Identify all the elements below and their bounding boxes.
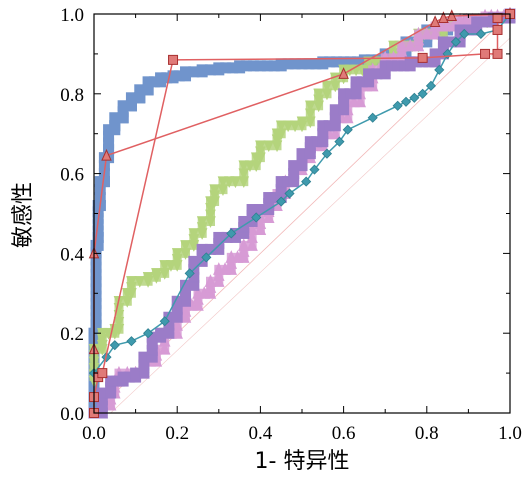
series-1-point xyxy=(134,276,146,288)
series-6-point xyxy=(480,48,491,59)
series-2-point xyxy=(246,230,258,243)
y-tick-label: 0.2 xyxy=(60,324,84,345)
series-4-point xyxy=(126,336,137,347)
series-6-point xyxy=(417,52,428,63)
series-4-point xyxy=(201,252,212,263)
y-tick-label: 1.0 xyxy=(60,5,84,26)
x-tick-label: 1.0 xyxy=(498,423,522,444)
series-5-point xyxy=(446,9,458,21)
series-2-point xyxy=(429,26,441,40)
series-2-point xyxy=(396,38,408,52)
series-4-point xyxy=(184,268,195,279)
series-1-point xyxy=(171,248,183,261)
series-4-point xyxy=(276,196,287,207)
series-6-point xyxy=(492,24,503,35)
series-1-point xyxy=(142,272,154,284)
series-1-point xyxy=(180,240,191,253)
series-2-point xyxy=(246,222,258,235)
series-1-point xyxy=(151,268,162,280)
series-2-point xyxy=(354,94,367,108)
x-tick-label: 0.0 xyxy=(82,423,106,444)
series-5 xyxy=(88,7,516,355)
series-4-point xyxy=(334,136,345,147)
x-tick-label: 0.4 xyxy=(249,423,273,444)
series-5-point xyxy=(101,148,112,161)
series-4-point xyxy=(409,92,420,103)
series-4-point xyxy=(109,340,120,351)
y-tick-label: 0.4 xyxy=(60,244,84,265)
x-axis-label: 1- 特异性 xyxy=(255,449,350,474)
series-4-point xyxy=(392,100,403,111)
series-4-point xyxy=(367,112,378,123)
series-2-point xyxy=(404,38,416,52)
series-1-point xyxy=(209,184,221,197)
series-4-point xyxy=(459,28,470,40)
series-2-point xyxy=(421,26,433,40)
y-axis-label: 敏感性 xyxy=(11,182,36,248)
series-4-point xyxy=(284,188,295,199)
series-4-point xyxy=(321,148,333,159)
series-2-point xyxy=(204,274,217,287)
series-4-point xyxy=(425,80,437,91)
y-tick-label: 0.8 xyxy=(60,85,84,106)
series-1-point xyxy=(230,176,241,189)
series-2-point xyxy=(341,110,354,124)
series-4-point xyxy=(342,124,353,135)
reference-line-secondary xyxy=(110,37,511,414)
series-5-point xyxy=(429,15,441,27)
series-4-point xyxy=(400,96,412,107)
x-tick-label: 0.6 xyxy=(332,423,356,444)
series-4-point xyxy=(226,228,237,239)
y-tick-label: 0.6 xyxy=(60,165,84,186)
series-4-point xyxy=(417,88,428,99)
series-2-point xyxy=(158,341,171,355)
series-2-point xyxy=(329,126,342,140)
series-4 xyxy=(88,8,516,379)
y-tick-label: 0.0 xyxy=(60,404,84,425)
series-5-point xyxy=(338,67,349,79)
series-2-point xyxy=(171,325,183,339)
series-1-point xyxy=(321,80,333,93)
series-1-point xyxy=(255,140,266,153)
series-4-point xyxy=(434,64,445,75)
series-1-point xyxy=(296,116,308,129)
series-2-point xyxy=(171,318,183,331)
series-1-point xyxy=(313,88,325,101)
series-6-point xyxy=(168,54,179,65)
series-4-point xyxy=(159,316,170,327)
series-4-point xyxy=(301,176,312,187)
series-2-point xyxy=(237,238,250,251)
series-4-point xyxy=(450,36,461,47)
series-1-point xyxy=(282,120,294,133)
series-4-point xyxy=(309,164,320,175)
series-1-point xyxy=(188,228,200,241)
series-4-point xyxy=(475,28,486,40)
series-6-point xyxy=(492,12,503,23)
series-1-point xyxy=(304,100,316,113)
series-6-point xyxy=(492,48,503,59)
series-1-point xyxy=(263,140,275,153)
series-1-point xyxy=(275,120,287,133)
x-tick-label: 0.8 xyxy=(415,423,439,444)
series-1-point xyxy=(289,120,301,133)
axes: 0.00.0 0.2 0.2 0.4 0.4 0.6 0.6 0.8 0.8 1.0 1.0 xyxy=(60,5,522,444)
x-tick-label: 0.2 xyxy=(165,423,189,444)
series-4-point xyxy=(143,328,154,339)
series-1-point xyxy=(196,216,208,229)
series-2-point xyxy=(246,238,258,251)
series-4-point xyxy=(251,212,262,223)
series-6-point xyxy=(97,368,108,379)
series-1-point xyxy=(126,276,137,288)
series-marks xyxy=(88,6,516,419)
series-5-point xyxy=(438,11,449,23)
